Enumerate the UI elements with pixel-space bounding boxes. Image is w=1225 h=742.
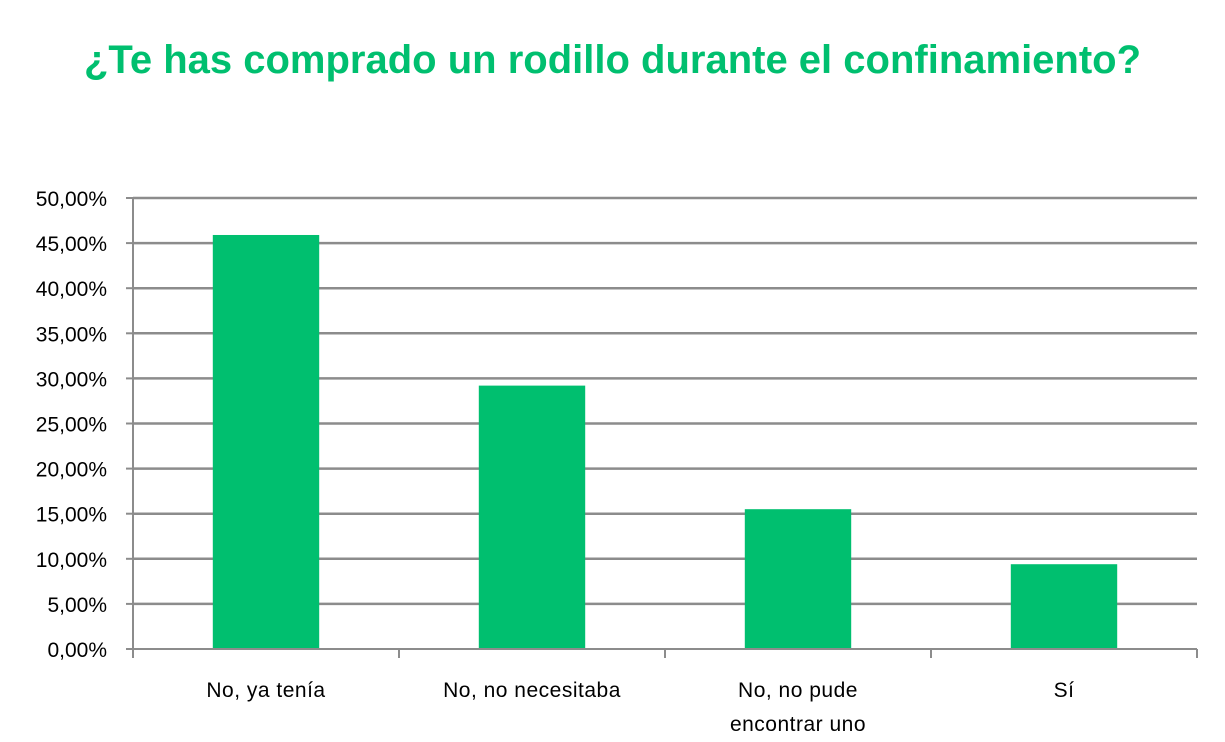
y-tick-label: 10,00% [36, 549, 107, 572]
x-tick-label: Sí [1054, 679, 1075, 702]
bar [744, 509, 852, 649]
y-tick-label: 40,00% [36, 278, 107, 301]
y-tick-label: 15,00% [36, 504, 107, 527]
x-tick-label: No, no necesitaba [443, 679, 621, 702]
bar [1010, 564, 1118, 649]
axes [126, 197, 1198, 658]
x-tick-label: No, no pude [738, 679, 858, 702]
x-tick-label: encontrar uno [730, 713, 866, 736]
y-tick-label: 50,00% [36, 188, 107, 211]
y-tick-label: 30,00% [36, 368, 107, 391]
x-tick-label: No, ya tenía [206, 679, 325, 702]
bars [212, 234, 1118, 649]
y-tick-label: 0,00% [47, 639, 107, 662]
y-tick-label: 35,00% [36, 323, 107, 346]
labels: 0,00% 5,00% 10,00% 15,00% 20,00% 25,00% 30,00%… [36, 188, 1075, 736]
bar [212, 234, 320, 649]
y-tick-label: 5,00% [47, 594, 107, 617]
bar [478, 385, 586, 649]
y-tick-label: 45,00% [36, 233, 107, 256]
y-tick-label: 20,00% [36, 459, 107, 482]
chart-title: ¿Te has comprado un rodillo durante el c… [83, 38, 1142, 82]
y-tick-label: 25,00% [36, 414, 107, 437]
